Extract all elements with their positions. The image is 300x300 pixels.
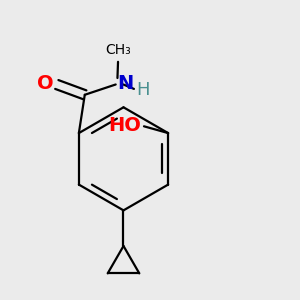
Text: N: N: [117, 74, 133, 93]
Text: HO: HO: [108, 116, 141, 135]
Text: CH₃: CH₃: [105, 43, 131, 57]
Text: H: H: [136, 81, 150, 99]
Text: O: O: [37, 74, 53, 93]
